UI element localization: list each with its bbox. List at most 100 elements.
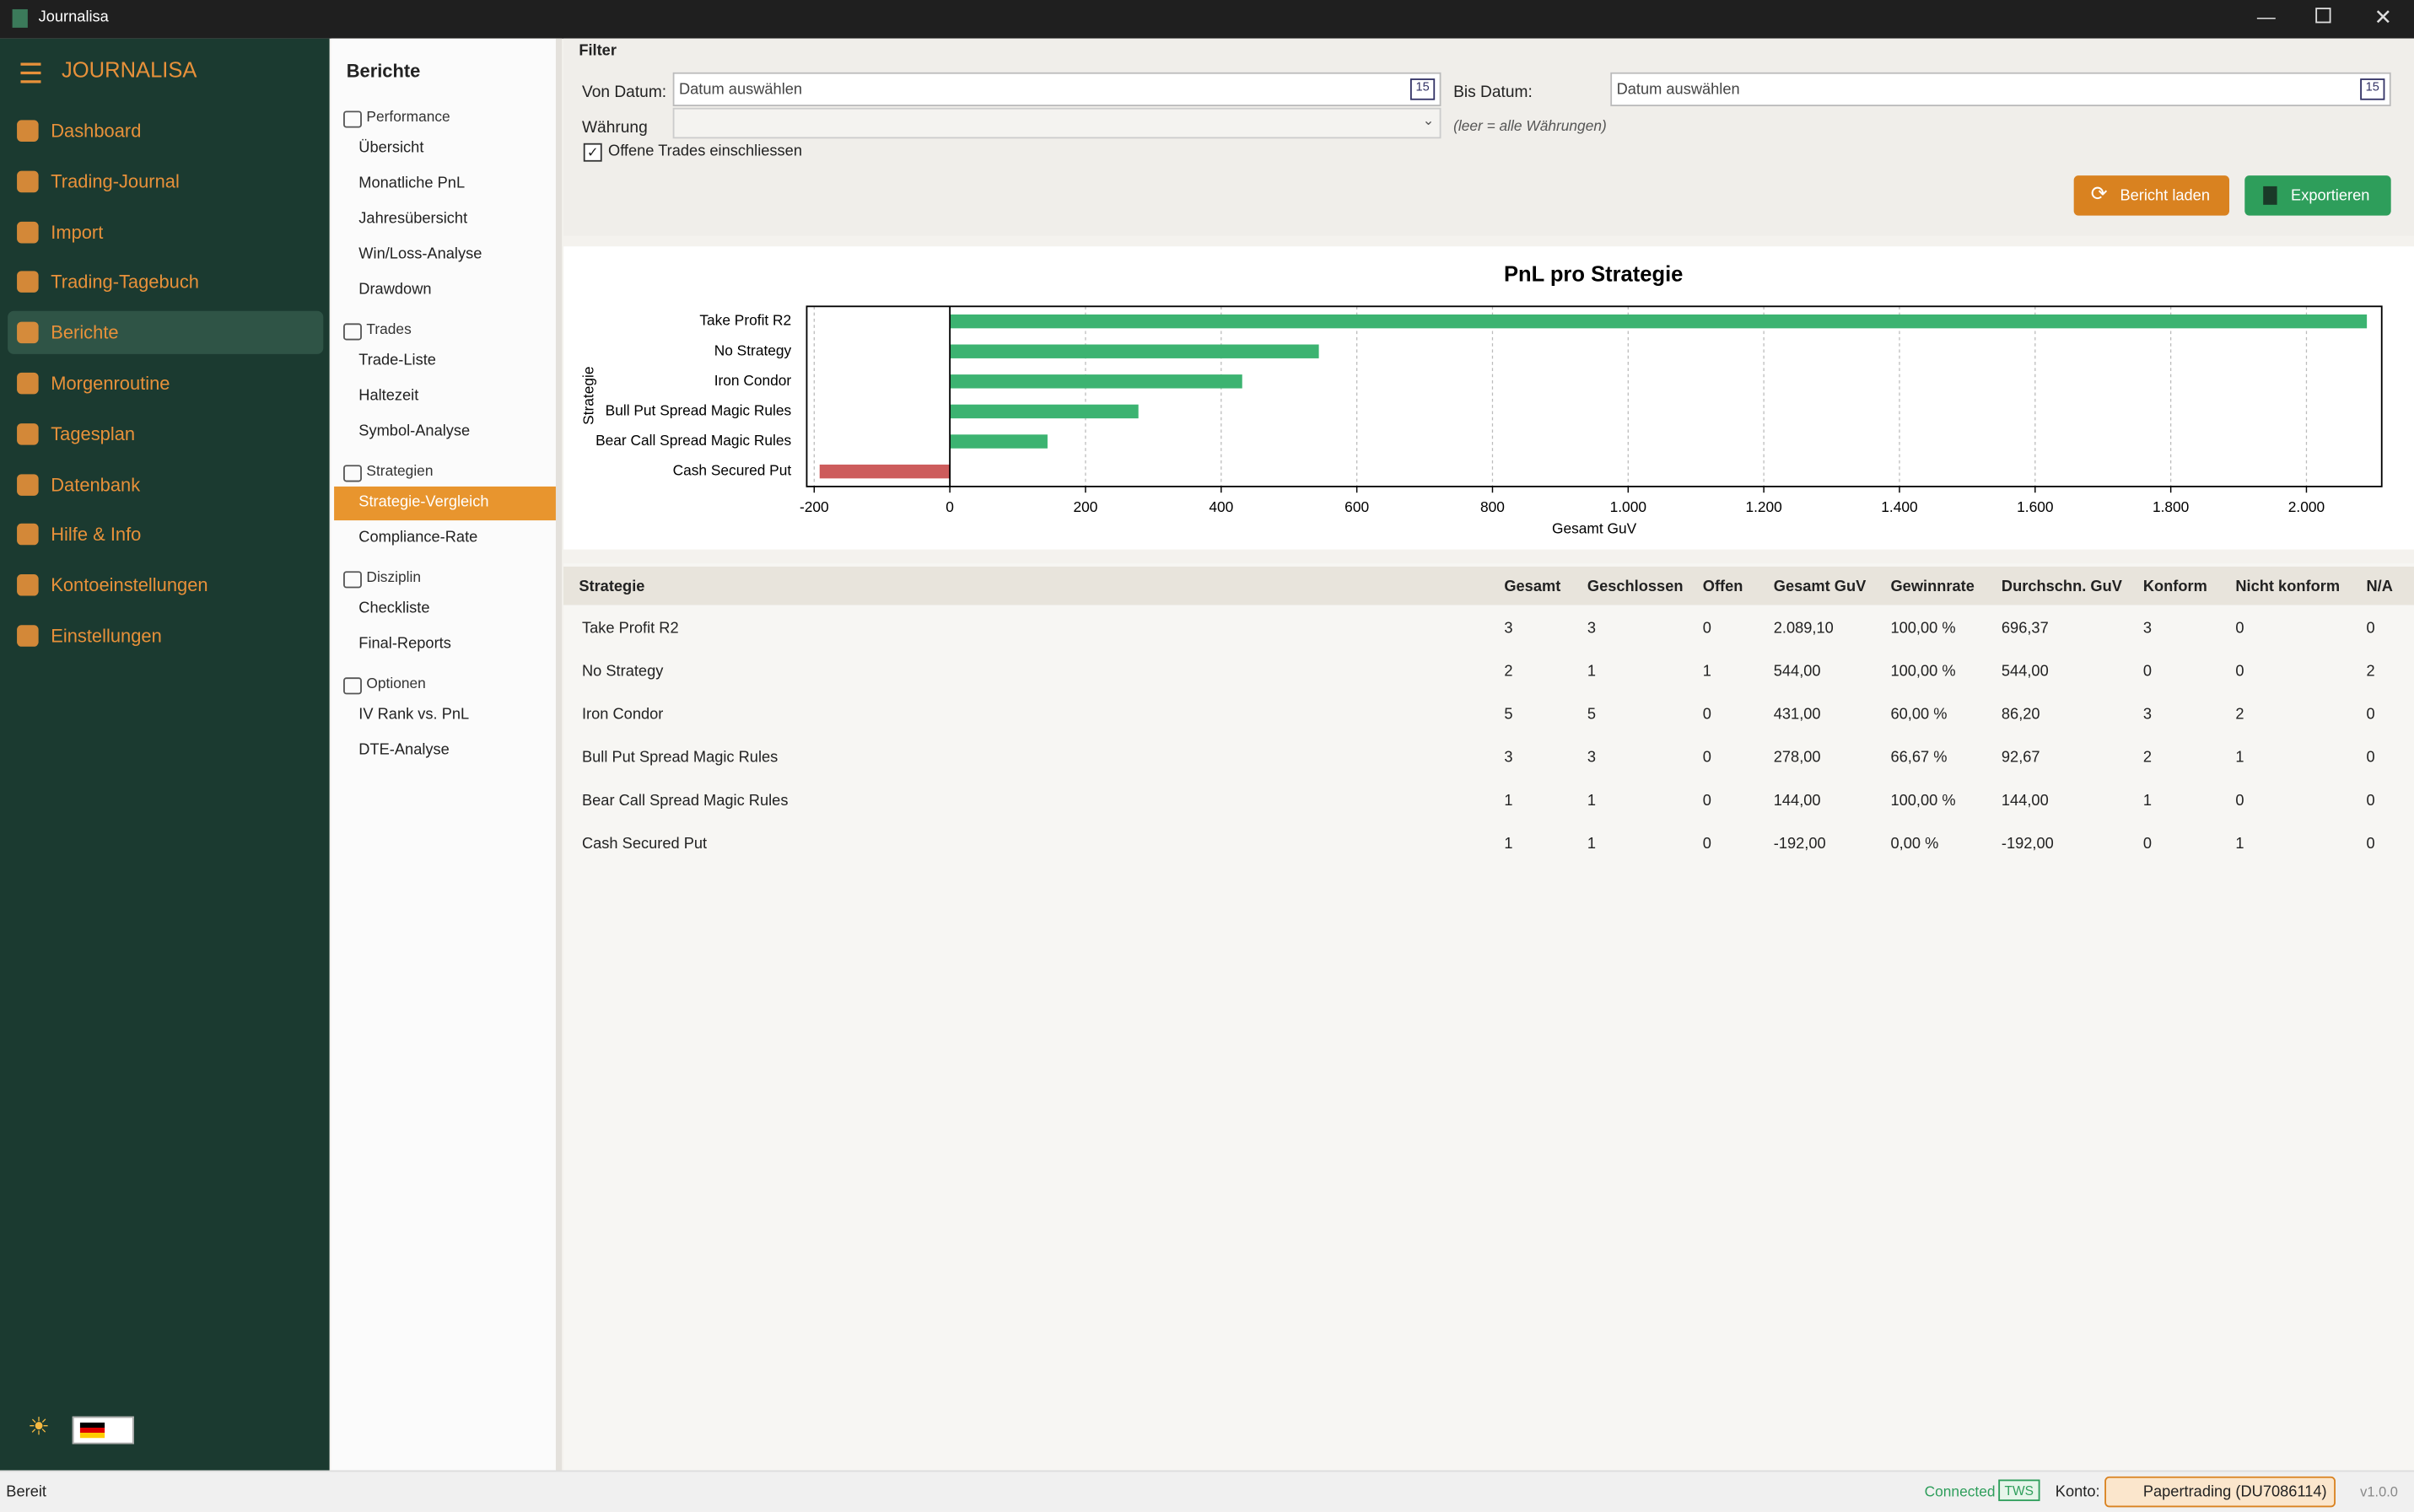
menu-item[interactable]: Haltezeit bbox=[334, 380, 556, 414]
bar bbox=[950, 404, 1139, 419]
table-cell: 0 bbox=[1702, 836, 1711, 853]
window-title: Journalisa bbox=[38, 8, 109, 27]
column-header[interactable]: Strategie bbox=[579, 578, 645, 596]
calendar-icon[interactable]: 15 bbox=[1409, 78, 1436, 100]
nav-item[interactable]: Kontoeinstellungen bbox=[8, 564, 323, 607]
column-header[interactable]: Konform bbox=[2142, 578, 2207, 596]
nav-item[interactable]: Berichte bbox=[8, 311, 324, 355]
table-cell: 5 bbox=[1587, 706, 1597, 724]
nav-item[interactable]: Tagesplan bbox=[8, 412, 323, 455]
table-cell: 3 bbox=[1504, 750, 1513, 767]
nav-icon bbox=[17, 321, 39, 344]
table-cell: 3 bbox=[1504, 620, 1513, 638]
menu-item[interactable]: IV Rank vs. PnL bbox=[334, 699, 556, 733]
menu-item[interactable]: Win/Loss-Analyse bbox=[334, 239, 556, 272]
currency-select[interactable]: ⌄ bbox=[672, 107, 1441, 139]
title-bar: Journalisa — ✕ bbox=[0, 0, 2414, 39]
menu-item[interactable]: Jahresübersicht bbox=[334, 203, 556, 237]
bar bbox=[950, 434, 1048, 449]
theme-toggle[interactable]: ☀ bbox=[27, 1414, 51, 1441]
nav-item[interactable]: Einstellungen bbox=[8, 614, 323, 657]
menu-item[interactable]: Monatliche PnL bbox=[334, 168, 556, 202]
nav-item[interactable]: Morgenroutine bbox=[8, 362, 323, 405]
account-button[interactable]: Papertrading (DU7086114) bbox=[2104, 1476, 2336, 1508]
menu-item[interactable]: DTE-Analyse bbox=[334, 734, 556, 768]
language-select[interactable] bbox=[72, 1416, 134, 1445]
menu-item[interactable]: Drawdown bbox=[334, 274, 556, 308]
group-icon bbox=[343, 571, 362, 589]
table-cell: 0 bbox=[2235, 663, 2244, 681]
chart: PnL pro Strategie -200 0 200 400 600 800 1.000 1… bbox=[563, 246, 2414, 550]
column-header[interactable]: Durchschn. GuV bbox=[2001, 578, 2122, 596]
close-button[interactable]: ✕ bbox=[2374, 4, 2393, 30]
x-tick-label: -200 bbox=[800, 498, 829, 515]
nav-label: Morgenroutine bbox=[51, 372, 170, 395]
load-button[interactable]: ⟳ Bericht laden bbox=[2073, 175, 2230, 216]
refresh-icon: ⟳ bbox=[2090, 181, 2108, 205]
menu-label: Symbol-Analyse bbox=[358, 423, 471, 441]
menu-item[interactable]: Final-Reports bbox=[334, 628, 556, 662]
column-header[interactable]: Gewinnrate bbox=[1890, 578, 1975, 596]
menu-label: Checkliste bbox=[358, 600, 430, 618]
minimize-button[interactable]: — bbox=[2256, 6, 2276, 28]
x-tick-label: 1.400 bbox=[1881, 498, 1917, 515]
table-cell: 544,00 bbox=[2001, 663, 2049, 681]
menu-label: Übersicht bbox=[358, 140, 424, 158]
nav-item[interactable]: Import bbox=[8, 210, 323, 253]
menu-item[interactable]: Checkliste bbox=[334, 593, 556, 627]
export-button[interactable]: Exportieren bbox=[2244, 175, 2391, 216]
nav-icon bbox=[17, 473, 39, 496]
placeholder: Datum auswählen bbox=[1616, 81, 1740, 99]
menu-item[interactable]: Compliance-Rate bbox=[334, 522, 556, 556]
calendar-icon[interactable]: 15 bbox=[2360, 78, 2385, 100]
menu-label: Win/Loss-Analyse bbox=[358, 246, 482, 264]
menu-item[interactable]: Strategie-Vergleich bbox=[334, 486, 556, 521]
column-header[interactable]: Gesamt GuV bbox=[1773, 578, 1867, 596]
group-header: Optionen bbox=[366, 675, 426, 693]
menu-item[interactable]: Symbol-Analyse bbox=[334, 416, 556, 449]
nav-label: Datenbank bbox=[51, 473, 141, 496]
table-cell: 696,37 bbox=[2001, 620, 2049, 638]
currency-label: Währung bbox=[581, 118, 648, 137]
menu-item[interactable]: Trade-Liste bbox=[334, 345, 556, 379]
table-cell: Iron Condor bbox=[581, 706, 664, 724]
checkbox-label: Offene Trades einschliessen bbox=[607, 143, 803, 160]
maximize-button[interactable] bbox=[2315, 8, 2331, 24]
nav-item[interactable]: Dashboard bbox=[8, 110, 323, 153]
menu-item[interactable]: Übersicht bbox=[334, 132, 556, 166]
nav-item[interactable]: Datenbank bbox=[8, 463, 323, 506]
table-row[interactable]: No Strategy 2 1 1 544,00 100,00 % 544,00 0 0 2 bbox=[563, 651, 2414, 694]
column-header[interactable]: Nicht konform bbox=[2235, 578, 2341, 596]
nav-item[interactable]: Trading-Journal bbox=[8, 160, 323, 203]
filter-panel: Filter Von Datum: Datum auswählen 15 Bis Dat… bbox=[563, 38, 2414, 236]
status-bar: Bereit Connected TWS Konto: Papertrading (DU… bbox=[0, 1470, 2414, 1512]
table-row[interactable]: Iron Condor 5 5 0 431,00 60,00 % 86,20 3 2 0 bbox=[563, 694, 2414, 737]
group-icon bbox=[343, 323, 362, 341]
nav-icon bbox=[17, 574, 39, 596]
table-cell: 66,67 % bbox=[1890, 750, 1948, 767]
nav-item[interactable]: Hilfe & Info bbox=[8, 514, 323, 557]
column-header[interactable]: Geschlossen bbox=[1587, 578, 1684, 596]
from-date-input[interactable]: Datum auswählen 15 bbox=[672, 72, 1441, 106]
to-date-input[interactable]: Datum auswählen 15 bbox=[1610, 72, 2391, 106]
column-header[interactable]: Offen bbox=[1702, 578, 1743, 596]
nav-icon bbox=[17, 625, 39, 647]
table-row[interactable]: Cash Secured Put 1 1 0 -192,00 0,00 % -192,00 0… bbox=[563, 824, 2414, 867]
file-icon bbox=[2263, 186, 2277, 205]
checkbox[interactable]: ✓ bbox=[583, 143, 602, 162]
menu-label: Monatliche PnL bbox=[358, 175, 466, 193]
menu-label: DTE-Analyse bbox=[358, 741, 450, 760]
column-header[interactable]: Gesamt bbox=[1504, 578, 1561, 596]
menu-label: Compliance-Rate bbox=[358, 530, 478, 547]
table-row[interactable]: Take Profit R2 3 3 0 2.089,10 100,00 % 696,37 3… bbox=[563, 608, 2414, 651]
table-row[interactable]: Bull Put Spread Magic Rules 3 3 0 278,00 66,6… bbox=[563, 738, 2414, 781]
group-icon bbox=[343, 110, 362, 128]
table-cell: 2 bbox=[2366, 663, 2375, 681]
table-row[interactable]: Bear Call Spread Magic Rules 1 1 0 144,00 100… bbox=[563, 781, 2414, 824]
column-header[interactable]: N/A bbox=[2366, 578, 2393, 596]
nav-item[interactable]: Trading-Tagebuch bbox=[8, 261, 323, 304]
table-cell: 278,00 bbox=[1773, 750, 1821, 767]
menu-button[interactable]: ☰ bbox=[18, 58, 44, 89]
chart-background bbox=[563, 246, 2414, 550]
x-tick-label: 0 bbox=[946, 498, 954, 515]
